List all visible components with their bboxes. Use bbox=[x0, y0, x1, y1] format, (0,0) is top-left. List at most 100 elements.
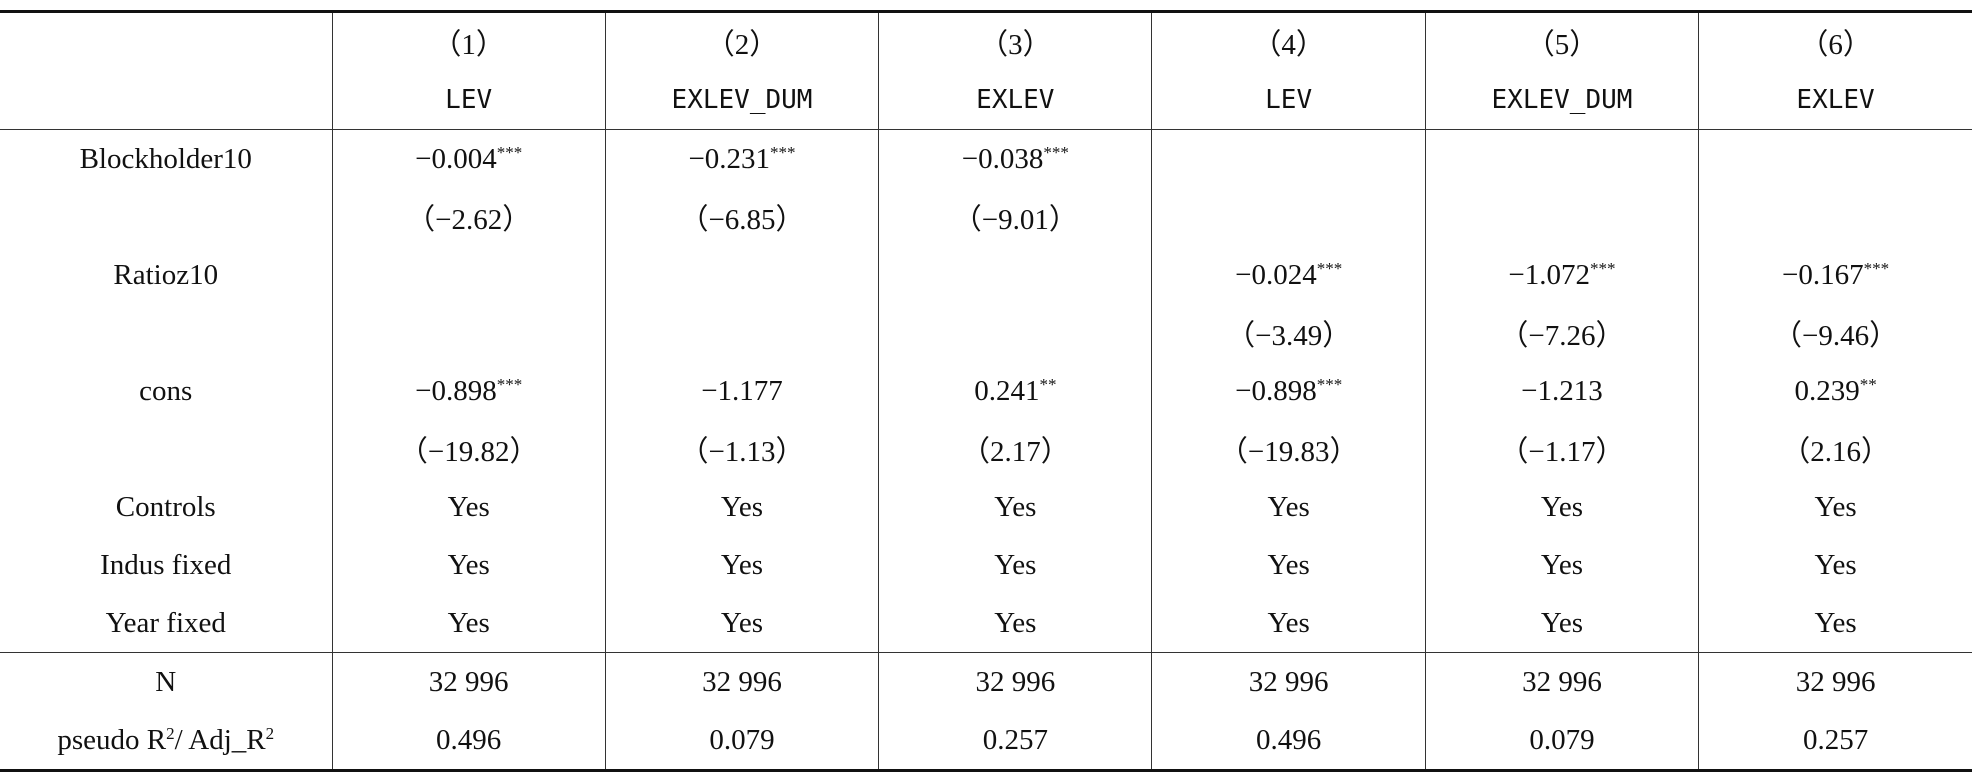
cell-text: （2.17） bbox=[960, 436, 1070, 468]
table-row: Ratioz10 −0.024*** −1.072*** −0.167*** bbox=[0, 246, 1972, 304]
cell-text: Yes bbox=[447, 548, 490, 581]
cell: （1） bbox=[331, 10, 606, 71]
cell-text: −0.898 bbox=[1235, 374, 1317, 407]
cell: （−3.49） bbox=[1151, 304, 1426, 362]
cell bbox=[878, 246, 1152, 304]
cell: 0.496 bbox=[1151, 711, 1426, 772]
table-row: （−19.82） （−1.13） （2.17） （−19.83） （−1.17） （2.1… bbox=[0, 420, 1972, 478]
cell-text: （−9.46） bbox=[1773, 320, 1899, 352]
cell-text: Ratioz10 bbox=[113, 258, 219, 291]
significance: 2 bbox=[265, 723, 275, 743]
cell-text: （−1.17） bbox=[1499, 436, 1625, 468]
cell-text: cons bbox=[139, 374, 193, 407]
significance: 2 bbox=[166, 723, 175, 743]
cell: 32 996 bbox=[1424, 652, 1699, 711]
cell-text: （2） bbox=[705, 29, 779, 61]
cell bbox=[604, 246, 879, 304]
cell-text: / Adj_R bbox=[174, 723, 266, 756]
cell-text: （−19.83） bbox=[1218, 436, 1359, 468]
cell-text: Yes bbox=[1267, 548, 1310, 581]
cell: −0.004*** bbox=[331, 129, 606, 188]
cell-text: Yes bbox=[994, 490, 1037, 523]
cell: 0.079 bbox=[1424, 711, 1699, 772]
cell-text: 0.257 bbox=[982, 723, 1048, 756]
table-row: Controls Yes Yes Yes Yes Yes Yes bbox=[0, 478, 1972, 536]
cell: 32 996 bbox=[878, 652, 1152, 711]
cell: Yes bbox=[604, 536, 879, 594]
cell: Yes bbox=[331, 536, 606, 594]
cell: −0.167*** bbox=[1698, 246, 1972, 304]
cell-text: Yes bbox=[994, 548, 1037, 581]
row-label: Ratioz10 bbox=[0, 246, 332, 304]
cell-text: 32 996 bbox=[1248, 665, 1329, 698]
cell-text: （−2.62） bbox=[406, 204, 532, 236]
significance: *** bbox=[770, 142, 796, 162]
cell-text: Yes bbox=[720, 490, 764, 523]
significance: *** bbox=[1043, 142, 1069, 162]
cell bbox=[1151, 129, 1426, 188]
cell: 0.257 bbox=[878, 711, 1152, 772]
cell bbox=[331, 246, 606, 304]
cell: −1.213 bbox=[1424, 362, 1699, 420]
row-label: N bbox=[0, 652, 332, 711]
cell-text: 0.496 bbox=[1256, 723, 1322, 756]
cell: LEV bbox=[1151, 71, 1426, 130]
cell: （−6.85） bbox=[604, 188, 879, 246]
cell-text: （−19.82） bbox=[398, 436, 539, 468]
cell-text: Yes bbox=[1814, 548, 1857, 581]
cell bbox=[1698, 188, 1972, 246]
cell bbox=[1698, 129, 1972, 188]
cell: （6） bbox=[1698, 10, 1972, 71]
cell: −0.898*** bbox=[331, 362, 606, 420]
cell: Yes bbox=[1698, 536, 1972, 594]
cell: EXLEV_DUM bbox=[1424, 71, 1699, 130]
cell: −1.177 bbox=[604, 362, 879, 420]
cell-text: （−9.01） bbox=[952, 204, 1078, 236]
cell-text: 32 996 bbox=[702, 665, 782, 698]
cell-text: −0.024 bbox=[1235, 258, 1317, 291]
cell-text: Yes bbox=[1540, 548, 1584, 581]
significance: *** bbox=[1863, 258, 1890, 278]
cell-text: 32 996 bbox=[1522, 665, 1602, 698]
cell bbox=[878, 304, 1152, 362]
cell-text: Yes bbox=[994, 606, 1037, 639]
cell-text: 32 996 bbox=[975, 665, 1056, 698]
cell-text: EXLEV_DUM bbox=[671, 85, 813, 115]
significance: *** bbox=[1590, 258, 1616, 278]
significance: ** bbox=[1859, 374, 1877, 394]
regression-table: （1） （2） （3） （4） （5） （6） LEV EXLEV_DUM EXLEV LEV EX… bbox=[0, 10, 1972, 772]
cell: EXLEV bbox=[1698, 71, 1972, 130]
cell-text: Yes bbox=[1814, 490, 1857, 523]
cell-text: Indus fixed bbox=[100, 548, 232, 581]
cell: Yes bbox=[331, 478, 606, 536]
cell-text: （5） bbox=[1525, 29, 1599, 61]
cell-text: −0.231 bbox=[688, 142, 771, 175]
cell-text: −0.004 bbox=[415, 142, 497, 175]
cell: 0.241** bbox=[878, 362, 1152, 420]
cell: （−9.46） bbox=[1698, 304, 1972, 362]
table-row: Blockholder10 −0.004*** −0.231*** −0.038*** bbox=[0, 129, 1972, 189]
table-row: N 32 996 32 996 32 996 32 996 32 996 32 996 bbox=[0, 652, 1972, 711]
table-row: （−2.62） （−6.85） （−9.01） bbox=[0, 188, 1972, 246]
cell bbox=[1424, 129, 1699, 188]
cell: Yes bbox=[604, 594, 879, 653]
cell-text: 0.239 bbox=[1794, 374, 1860, 407]
cell-text: Yes bbox=[720, 606, 764, 639]
row-label: Blockholder10 bbox=[0, 130, 332, 189]
cell-text: Yes bbox=[1540, 490, 1584, 523]
cell-text: 0.496 bbox=[436, 723, 502, 756]
table-row: （1） （2） （3） （4） （5） （6） bbox=[0, 10, 1972, 71]
cell: （−7.26） bbox=[1424, 304, 1699, 362]
cell: −0.038*** bbox=[878, 129, 1152, 188]
row-label: Controls bbox=[0, 478, 332, 536]
cell: Yes bbox=[1151, 594, 1426, 653]
cell-text: （3） bbox=[979, 29, 1052, 61]
cell: Yes bbox=[878, 594, 1152, 653]
cell-text: Yes bbox=[720, 548, 764, 581]
significance: *** bbox=[1316, 258, 1343, 278]
row-label: Year fixed bbox=[0, 594, 332, 653]
cell-text: 0.257 bbox=[1802, 723, 1869, 756]
table-row: LEV EXLEV_DUM EXLEV LEV EXLEV_DUM EXLEV bbox=[0, 71, 1972, 130]
cell: （2.17） bbox=[878, 420, 1152, 478]
row-label bbox=[0, 71, 332, 130]
